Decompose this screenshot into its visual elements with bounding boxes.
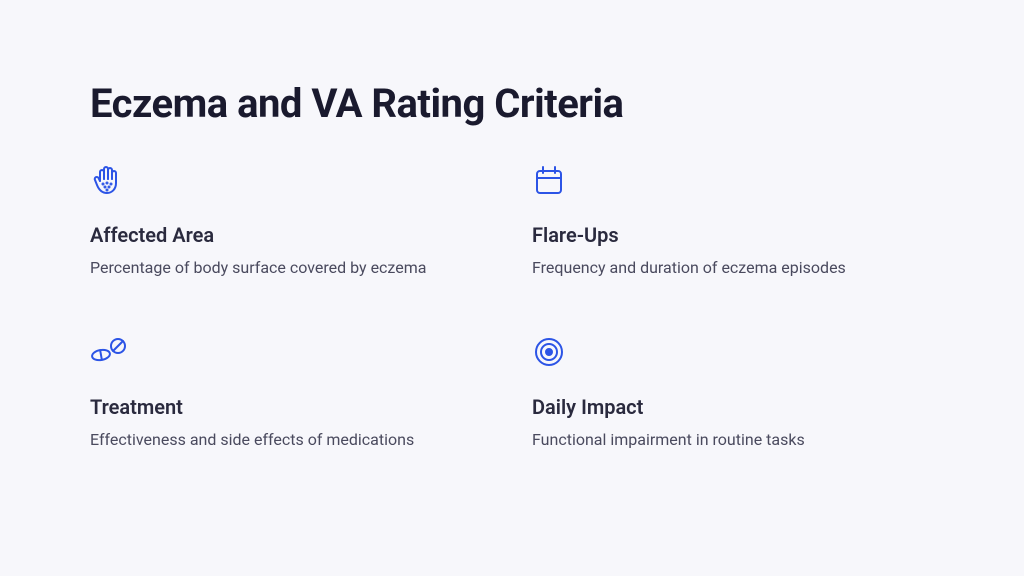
calendar-icon — [532, 163, 934, 203]
page-container: Eczema and VA Rating Criteria Affected A… — [0, 0, 1024, 492]
card-flare-ups: Flare-Ups Frequency and duration of ecze… — [532, 163, 934, 279]
page-title: Eczema and VA Rating Criteria — [90, 80, 934, 127]
card-title: Flare-Ups — [532, 223, 934, 247]
pills-icon — [90, 335, 492, 375]
card-desc: Effectiveness and side effects of medica… — [90, 429, 492, 451]
hand-icon — [90, 163, 492, 203]
card-desc: Functional impairment in routine tasks — [532, 429, 934, 451]
card-title: Daily Impact — [532, 395, 934, 419]
card-title: Treatment — [90, 395, 492, 419]
card-daily-impact: Daily Impact Functional impairment in ro… — [532, 335, 934, 451]
card-desc: Frequency and duration of eczema episode… — [532, 257, 934, 279]
target-icon — [532, 335, 934, 375]
card-title: Affected Area — [90, 223, 492, 247]
criteria-grid: Affected Area Percentage of body surface… — [90, 163, 934, 452]
card-treatment: Treatment Effectiveness and side effects… — [90, 335, 492, 451]
card-affected-area: Affected Area Percentage of body surface… — [90, 163, 492, 279]
card-desc: Percentage of body surface covered by ec… — [90, 257, 492, 279]
